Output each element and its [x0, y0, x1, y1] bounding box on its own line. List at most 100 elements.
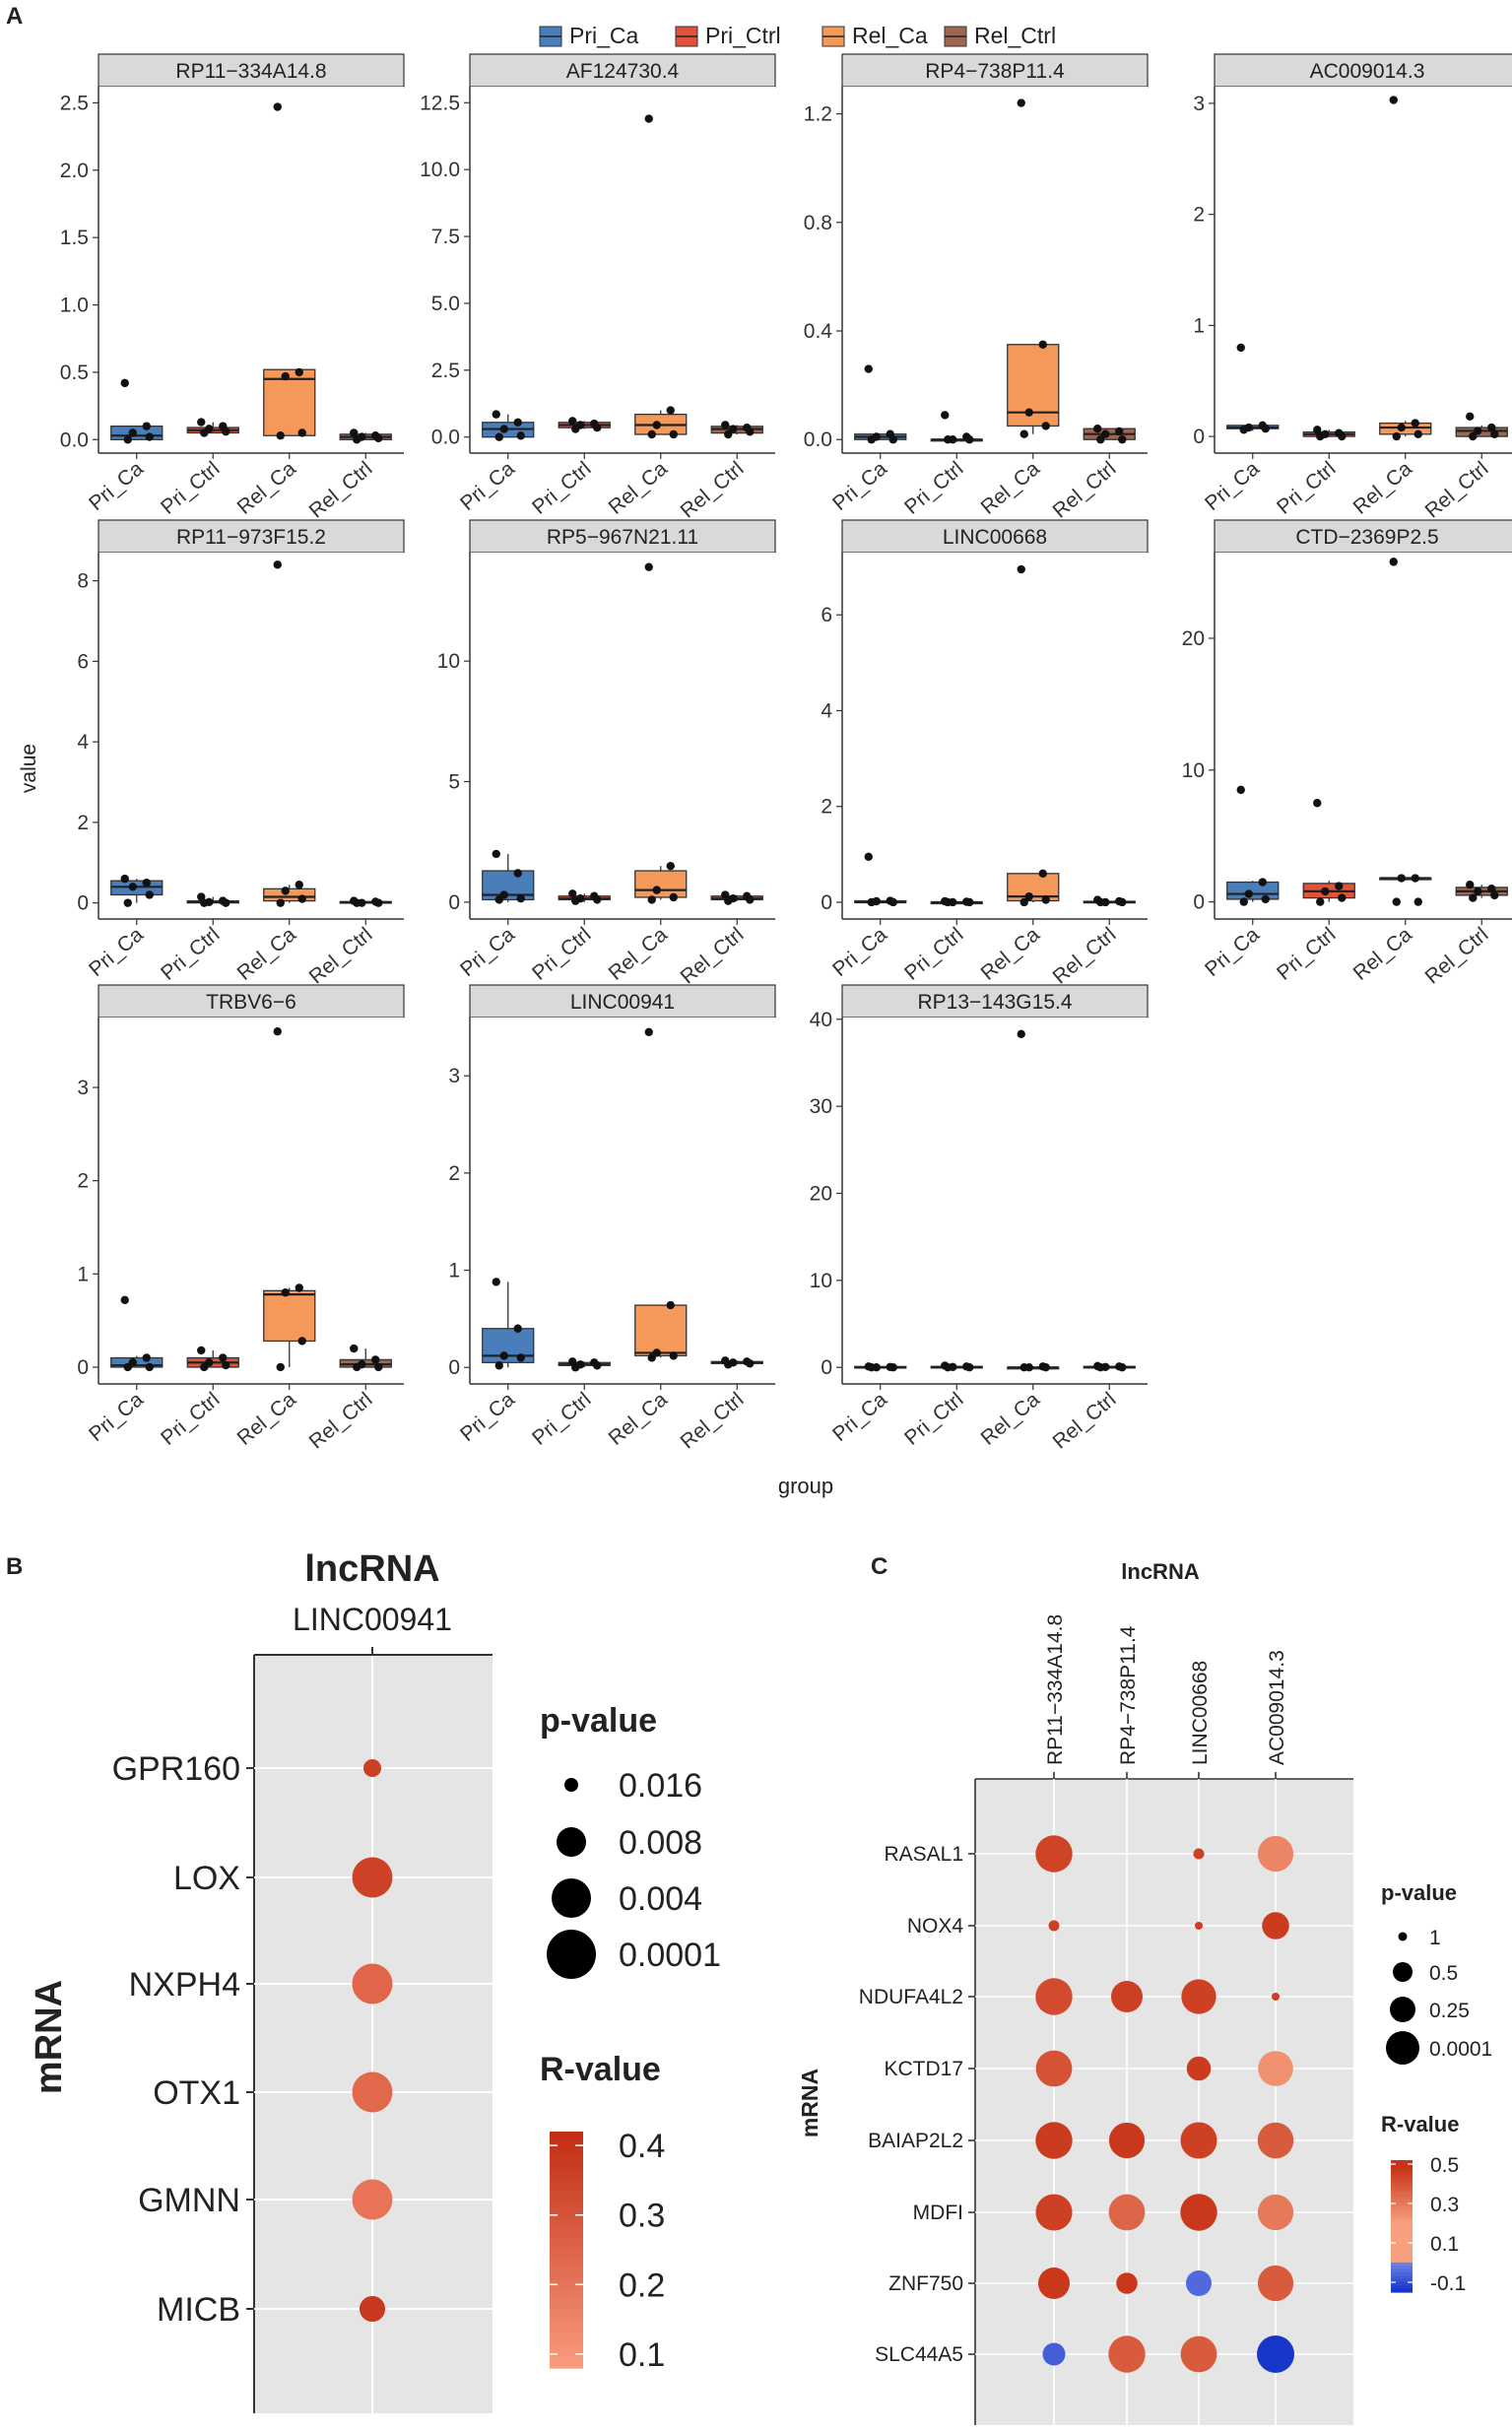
colorbar-segment	[550, 2273, 583, 2280]
y-tick-label: 2	[77, 1170, 89, 1193]
data-point	[492, 410, 500, 419]
colorbar-segment	[1391, 2288, 1413, 2293]
box-iqr	[634, 1304, 688, 1357]
colorbar-segment	[550, 2226, 583, 2233]
colorbar-segment	[1391, 2163, 1413, 2168]
data-point	[281, 371, 290, 381]
legend-label: 0.3	[619, 2198, 665, 2235]
data-point	[724, 1360, 733, 1369]
y-tick-label: 1.5	[60, 227, 89, 249]
colorbar-segment	[1391, 2285, 1413, 2290]
colorbar-segment	[1391, 2256, 1413, 2261]
data-point	[965, 1363, 974, 1372]
legend-p-c: p-value 1 0.5 0.25 0.0001	[1381, 1880, 1492, 2065]
x-tick-label: Rel_Ctrl	[1049, 457, 1121, 522]
facet-title: LINC00941	[570, 991, 675, 1014]
data-point	[1258, 878, 1267, 887]
facet-strip	[469, 984, 776, 1019]
facet-ac0090143: AC009014.3 0 1 2 3 Pri_Ca Pri_Ctrl Rel_Ca Rel_Ct…	[1193, 53, 1512, 523]
data-point	[1096, 897, 1105, 907]
colorbar-segment	[550, 2344, 583, 2351]
facet-panel	[842, 553, 1148, 919]
y-tick-label: 40	[810, 1009, 832, 1031]
facet-strip	[98, 519, 405, 554]
colorbar-segment	[550, 2262, 583, 2268]
box-pri-ca	[854, 1362, 907, 1372]
box-pri-ctrl	[558, 889, 611, 905]
legend-title: p-value	[540, 1702, 657, 1740]
data-point	[666, 406, 675, 415]
x-tick-label: Rel_Ca	[605, 457, 673, 519]
x-tick-label: Pri_Ca	[1201, 457, 1264, 515]
data-point	[864, 852, 873, 861]
legend-size-dot	[1390, 1997, 1415, 2022]
colorbar-segment	[1391, 2249, 1413, 2254]
colorbar-segment	[1391, 2200, 1413, 2204]
data-point	[1392, 431, 1401, 441]
row-label: RASAL1	[884, 1843, 963, 1866]
dot	[1180, 2335, 1217, 2373]
dot	[1257, 2122, 1294, 2159]
x-axis-title: group	[778, 1474, 833, 1498]
colorbar-segment	[1391, 2209, 1413, 2214]
colorbar-segment	[1391, 2259, 1413, 2264]
data-point	[652, 886, 661, 894]
colorbar-segment	[550, 2350, 583, 2357]
data-point	[197, 1346, 206, 1355]
x-tick-label: Rel_Ctrl	[305, 1388, 377, 1453]
colorbar-segment	[1391, 2160, 1413, 2164]
data-point	[944, 1363, 953, 1372]
colorbar-segment	[550, 2309, 583, 2316]
data-point	[276, 1362, 285, 1372]
x-tick-label: Pri_Ca	[85, 1388, 148, 1446]
colorbar-segment	[1391, 2239, 1413, 2244]
data-point	[1038, 340, 1047, 349]
data-point	[1041, 422, 1050, 430]
data-point	[729, 425, 738, 433]
colorbar-segment	[550, 2167, 583, 2174]
legend-label: 0.004	[619, 1880, 702, 1918]
colorbar-segment	[1391, 2215, 1413, 2220]
row-mdfi: MDFI	[913, 2194, 1353, 2231]
box-rel-ctrl	[1455, 412, 1508, 441]
colorbar-segment	[550, 2220, 583, 2227]
data-point	[571, 425, 580, 433]
data-point	[273, 102, 282, 111]
row-slc44a5: SLC44A5	[875, 2335, 1353, 2373]
column-label: LINC00668	[1189, 1661, 1212, 1765]
data-point	[1093, 425, 1102, 433]
colorbar-segment	[1391, 2226, 1413, 2230]
box-pri-ca	[854, 364, 907, 444]
row-label: ZNF750	[888, 2272, 963, 2295]
y-tick-label: 3	[448, 1065, 460, 1087]
data-point	[568, 417, 577, 426]
legend-label: 0.1	[1430, 2233, 1459, 2256]
legend-item-rel-ca: Rel_Ca	[822, 23, 928, 48]
data-point	[1474, 887, 1482, 896]
legend-size-dot	[564, 1778, 578, 1792]
box-pri-ca	[482, 1278, 535, 1370]
data-point	[1411, 874, 1419, 883]
data-point	[516, 1353, 525, 1362]
box-rel-ca	[634, 114, 688, 439]
data-point	[128, 428, 137, 437]
data-point	[1019, 1363, 1028, 1372]
data-point	[867, 1363, 876, 1372]
box-iqr	[263, 1289, 316, 1343]
data-point	[353, 435, 362, 444]
y-tick-label: 6	[77, 650, 89, 673]
data-point	[647, 1353, 656, 1362]
dot	[352, 1857, 393, 1898]
data-point	[145, 432, 154, 441]
x-tick-label: Pri_Ca	[456, 457, 519, 515]
legend-size-dot	[1386, 2031, 1419, 2065]
header-title: lncRNA	[1121, 1559, 1200, 1584]
colorbar-segment	[1391, 2173, 1413, 2178]
colorbar-segment	[550, 2185, 583, 2192]
box-pri-ctrl	[930, 896, 983, 907]
data-point	[120, 874, 129, 884]
colorbar-segment	[1391, 2281, 1413, 2286]
y-tick-label: 0	[77, 892, 89, 915]
x-tick-label: Rel_Ca	[1349, 923, 1417, 985]
dot	[1038, 2268, 1070, 2299]
